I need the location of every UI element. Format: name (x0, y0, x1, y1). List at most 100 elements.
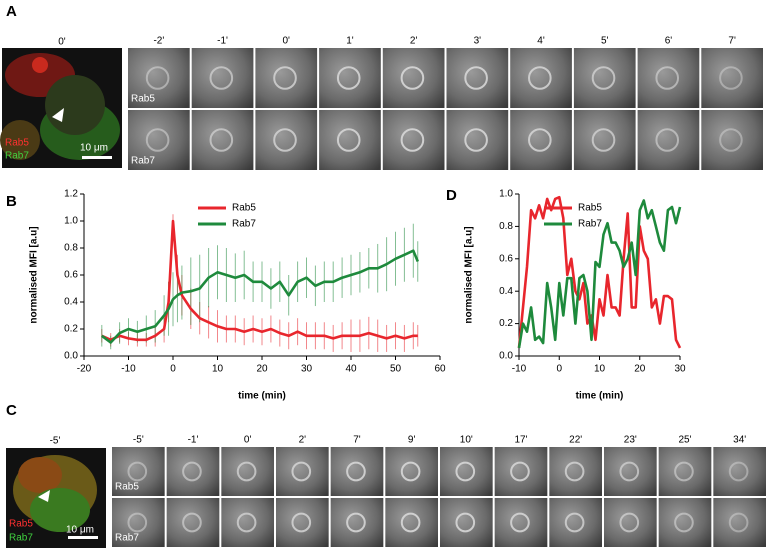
micrograph (701, 110, 763, 170)
micrograph (191, 48, 254, 108)
time-label: 7' (728, 36, 736, 47)
micrograph (319, 110, 381, 170)
vesicle (273, 66, 297, 90)
vesicle (528, 128, 552, 152)
vesicle (564, 512, 585, 533)
legend-label: Rab7 (578, 219, 602, 230)
vesicle (564, 461, 585, 482)
series-line (517, 199, 682, 349)
micrograph (319, 48, 381, 108)
vesicle (719, 66, 743, 90)
vesicle (591, 66, 616, 90)
y-tick-label: 0.0 (499, 351, 513, 362)
micrograph (385, 498, 438, 547)
channel-label: Rab7 (131, 156, 155, 167)
vesicle (464, 128, 488, 152)
micrograph (166, 447, 220, 496)
x-tick-label: 10 (212, 364, 224, 375)
micrograph (658, 447, 712, 496)
vesicle (510, 512, 530, 533)
micrograph (276, 447, 329, 496)
vesicle (127, 512, 148, 533)
series-line (101, 219, 418, 342)
micrograph (713, 498, 766, 547)
x-axis-title: time (min) (238, 391, 286, 402)
micrograph (713, 447, 766, 496)
vesicle (728, 461, 749, 482)
vesicle (674, 461, 694, 482)
overview-image (0, 48, 122, 168)
micrograph (221, 447, 274, 496)
scale-bar-label: 10 μm (66, 525, 94, 536)
time-label: 2' (410, 36, 418, 47)
vesicle (464, 66, 488, 90)
time-label: 22' (569, 435, 582, 446)
panel-label: B (6, 193, 17, 210)
time-label: 0' (58, 37, 66, 48)
vesicle (209, 66, 234, 90)
time-label: 4' (537, 36, 545, 47)
micrograph (549, 498, 602, 547)
time-label: 0' (244, 435, 252, 446)
x-tick-label: -10 (512, 364, 527, 375)
panel-label: A (6, 3, 17, 20)
x-tick-label: 30 (301, 364, 313, 375)
x-tick-label: 0 (556, 364, 562, 375)
legend-label: Rab5 (578, 203, 602, 214)
vesicle (400, 128, 425, 152)
micrograph (330, 498, 384, 547)
time-label: 10' (460, 435, 473, 446)
micrograph (255, 48, 318, 108)
y-tick-label: 0.4 (499, 286, 513, 297)
channel-label: Rab5 (131, 94, 155, 105)
micrograph (112, 498, 165, 547)
vesicle (655, 66, 680, 90)
x-tick-label: -10 (121, 364, 136, 375)
time-label: -5' (50, 436, 61, 447)
series-line (517, 195, 682, 349)
time-label: 6' (665, 36, 673, 47)
channel-label: Rab7 (115, 533, 139, 544)
y-tick-label: 0.2 (64, 324, 78, 335)
time-label: 23' (624, 435, 637, 446)
time-label: 7' (353, 435, 361, 446)
micrograph (446, 48, 509, 108)
micrograph (191, 110, 254, 170)
vesicle (674, 512, 694, 533)
x-tick-label: 20 (634, 364, 646, 375)
x-tick-label: 50 (390, 364, 402, 375)
time-label: 9' (408, 435, 416, 446)
vesicle (182, 461, 202, 482)
y-tick-label: 0.4 (64, 297, 78, 308)
series-line (101, 249, 419, 344)
micrograph (604, 498, 657, 547)
time-label: 34' (733, 435, 746, 446)
vesicle (236, 512, 257, 533)
y-axis-title: normalised MFI [a.u] (464, 226, 475, 323)
vesicle (728, 512, 749, 533)
vesicle (510, 461, 530, 482)
micrograph (382, 110, 445, 170)
x-tick-label: 10 (594, 364, 606, 375)
vesicle (336, 128, 361, 152)
vesicle (619, 512, 640, 533)
vesicle (591, 128, 616, 152)
overview-image (6, 448, 106, 548)
legend-label: Rab5 (232, 203, 256, 214)
vesicle (145, 128, 170, 152)
vesicle (273, 128, 297, 152)
vesicle (400, 512, 421, 533)
micrograph (385, 447, 438, 496)
y-tick-label: 1.0 (499, 189, 513, 200)
time-label: -1' (217, 36, 228, 47)
micrograph (255, 110, 318, 170)
time-label: 1' (346, 36, 354, 47)
time-label: 3' (474, 36, 482, 47)
micrograph (573, 48, 636, 108)
micrograph (494, 498, 548, 547)
vesicle (291, 461, 312, 482)
time-label: 0' (283, 36, 291, 47)
x-tick-label: 40 (345, 364, 357, 375)
micrograph (112, 447, 165, 496)
